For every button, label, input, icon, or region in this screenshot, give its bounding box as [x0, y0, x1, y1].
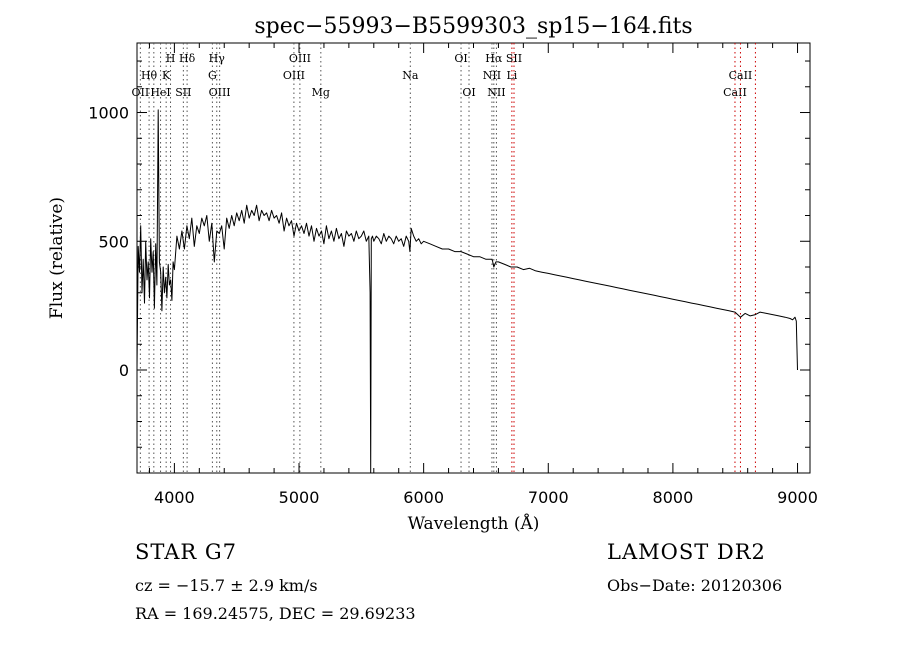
x-axis-label: Wavelength (Å): [408, 513, 540, 534]
plot-frame: [136, 42, 811, 474]
redshift-label: cz = −15.7 ± 2.9 km/s: [135, 576, 318, 595]
line-marker-label: OII: [132, 86, 150, 99]
x-tick-label: 8000: [653, 488, 694, 507]
x-tick-label: 5000: [279, 488, 320, 507]
line-marker-label: CaII: [729, 69, 753, 82]
object-class-label: STAR G7: [135, 540, 238, 564]
line-marker-label: Mg: [312, 86, 330, 99]
line-marker-label: NII: [487, 86, 505, 99]
line-marker-label: OIII: [283, 69, 305, 82]
line-marker-label: Hα: [485, 52, 503, 65]
chart-title: spec−55993−B5599303_sp15−164.fits: [254, 14, 692, 39]
line-marker-label: K: [162, 69, 171, 82]
survey-label: LAMOST DR2: [607, 540, 766, 564]
line-marker-label: HeI: [150, 86, 170, 99]
y-axis-label: Flux (relative): [47, 197, 67, 319]
line-marker-label: OI: [462, 86, 475, 99]
y-tick-label: 500: [98, 232, 129, 251]
coordinates-label: RA = 169.24575, DEC = 29.69233: [135, 604, 416, 623]
x-tick-label: 7000: [528, 488, 569, 507]
line-marker-label: NII: [483, 69, 501, 82]
line-marker-label: OI: [454, 52, 467, 65]
spectrum-chart: OII Hθ HeI KH SII Hδ G Hγ OIII OIII OIII Mg Na OI OI NI…: [47, 14, 818, 534]
line-marker-label: Li: [506, 69, 517, 82]
line-marker-label: Hθ: [141, 69, 158, 82]
line-marker-label: H: [166, 52, 176, 65]
y-tick-label: 1000: [88, 104, 129, 123]
line-marker-label: SII: [175, 86, 191, 99]
line-marker-label: OIII: [289, 52, 311, 65]
line-marker-label: OIII: [209, 86, 231, 99]
x-tick-label: 6000: [403, 488, 444, 507]
line-marker-label: CaII: [723, 86, 747, 99]
obs-date-label: Obs−Date: 20120306: [607, 576, 783, 595]
x-tick-label: 4000: [154, 488, 195, 507]
line-marker-label: Na: [402, 69, 419, 82]
line-marker-label: Hγ: [209, 52, 226, 65]
line-marker-label: SII: [506, 52, 522, 65]
x-tick-label: 9000: [777, 488, 818, 507]
line-marker-label: G: [208, 69, 217, 82]
y-tick-label: 0: [119, 361, 129, 380]
line-marker-label: Hδ: [179, 52, 196, 65]
spectrum-line: [136, 109, 798, 474]
